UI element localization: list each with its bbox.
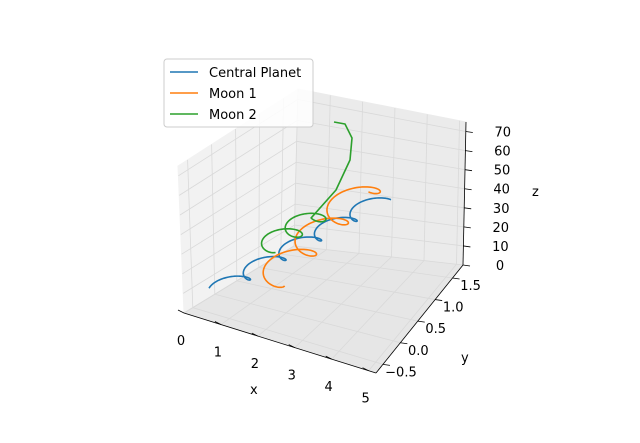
z-tick-mark <box>464 169 473 172</box>
z-grid-line <box>183 245 464 314</box>
z-tick-label: 10 <box>492 240 509 255</box>
x-axis-label: x <box>250 383 258 398</box>
tick-marks <box>177 131 473 372</box>
x-tick-mark <box>362 367 369 372</box>
axis-lines <box>183 121 467 374</box>
z-tick-mark <box>464 188 472 191</box>
z-axis-label: z <box>532 185 539 200</box>
x-tick-mark <box>251 332 259 337</box>
x-tick-mark <box>325 355 332 360</box>
x-tick-mark <box>214 321 222 325</box>
z-grid-line <box>182 203 464 275</box>
z-tick-label: 50 <box>494 164 511 179</box>
x-tick-label: 0 <box>177 334 185 349</box>
legend-label-moon-2: Moon 2 <box>209 108 257 123</box>
x-axis-line <box>183 312 377 374</box>
x-tick-label: 5 <box>361 392 369 407</box>
grid-lines <box>178 88 466 371</box>
y-tick-label: −0.5 <box>385 365 417 380</box>
y-axis-label: y <box>461 351 469 366</box>
z-grid-line <box>179 140 466 216</box>
z-tick-label: 70 <box>495 126 512 141</box>
z-tick-mark <box>465 150 473 152</box>
y-tick-mark <box>417 320 425 323</box>
z-grid-line <box>180 161 465 235</box>
y-tick-label: 0.0 <box>408 344 429 359</box>
x-tick-label: 4 <box>325 380 333 395</box>
z-tick-mark <box>465 131 473 133</box>
z-tick-mark <box>463 226 471 229</box>
trace-moon-2 <box>260 121 353 254</box>
z-grid-line <box>182 224 464 294</box>
x-tick-label: 3 <box>288 369 296 384</box>
trace-central-planet <box>208 197 392 289</box>
legend-box <box>163 58 314 128</box>
z-tick-label: 30 <box>493 202 510 217</box>
z-tick-label: 40 <box>493 183 510 198</box>
z-axis-line <box>462 121 467 266</box>
y-axis-line <box>375 264 464 374</box>
y-tick-label: 1.0 <box>443 301 464 316</box>
legend: Central Planet Moon 1 Moon 2 <box>163 58 314 128</box>
z-tick-mark <box>462 264 471 267</box>
y-tick-mark <box>382 363 391 366</box>
x-tick-label: 1 <box>214 346 222 361</box>
y-tick-label: 1.5 <box>460 279 481 294</box>
x-tick-mark <box>288 344 295 348</box>
y-tick-mark <box>435 299 443 301</box>
z-tick-mark <box>464 207 472 210</box>
x-tick-mark <box>177 309 185 314</box>
z-tick-mark <box>463 245 471 248</box>
trace-moon-1 <box>262 186 382 289</box>
tick-labels: 0 1 2 3 4 5 −0.5 0.0 0.5 1.0 1.5 0 10 20 30 40 50 60 70 <box>177 126 511 407</box>
z-tick-label: 60 <box>494 145 511 160</box>
z-tick-label: 20 <box>493 221 510 236</box>
trajectory-lines <box>208 121 392 289</box>
y-tick-mark <box>400 342 408 345</box>
z-tick-label: 0 <box>496 259 504 274</box>
y-tick-mark <box>452 277 460 280</box>
legend-label-moon-1: Moon 1 <box>209 87 257 102</box>
legend-label-central-planet: Central Planet <box>209 66 301 81</box>
z-grid-line <box>181 182 465 255</box>
x-tick-label: 2 <box>251 357 259 372</box>
y-tick-label: 0.5 <box>425 322 446 337</box>
